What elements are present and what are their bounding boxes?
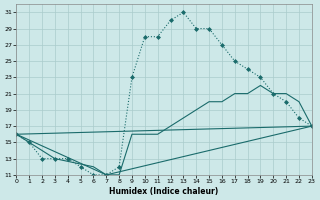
X-axis label: Humidex (Indice chaleur): Humidex (Indice chaleur) (109, 187, 219, 196)
